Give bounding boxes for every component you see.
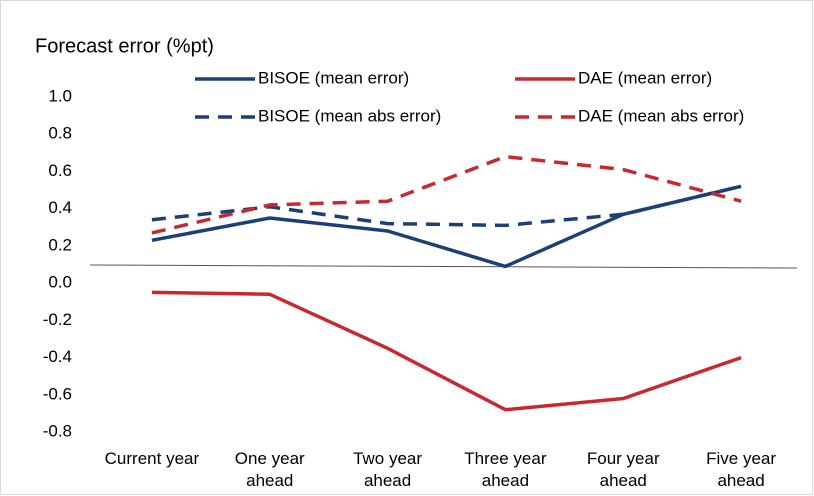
x-tick-label: Current year <box>104 449 200 468</box>
y-tick-label: 0.0 <box>48 273 72 292</box>
x-tick-label: Four year ahead <box>586 449 660 490</box>
y-tick-label: 0.6 <box>48 161 72 180</box>
chart-title: Forecast error (%pt) <box>35 35 214 57</box>
y-tick-label: -0.6 <box>43 384 72 403</box>
reference-line <box>89 264 798 269</box>
y-tick-label: -0.2 <box>43 310 72 329</box>
legend-label: BISOE (mean error) <box>258 68 409 87</box>
series-line <box>151 290 742 412</box>
y-tick-label: 0.8 <box>48 124 72 143</box>
y-tick-label: -0.4 <box>43 347 72 366</box>
y-tick-label: 1.0 <box>48 86 72 105</box>
legend-label: BISOE (mean abs error) <box>258 106 441 125</box>
y-tick-label: 0.4 <box>48 198 72 217</box>
y-tick-label: 0.2 <box>48 235 72 254</box>
x-tick-label: One year ahead <box>234 449 305 490</box>
x-tick-label: Five year ahead <box>706 449 777 490</box>
y-tick-label: -0.8 <box>43 421 72 440</box>
legend-label: DAE (mean abs error) <box>578 106 744 125</box>
x-tick-label: Three year ahead <box>464 449 547 490</box>
legend-label: DAE (mean error) <box>578 68 712 87</box>
series-line <box>151 154 742 235</box>
x-tick-label: Two year ahead <box>353 449 423 490</box>
